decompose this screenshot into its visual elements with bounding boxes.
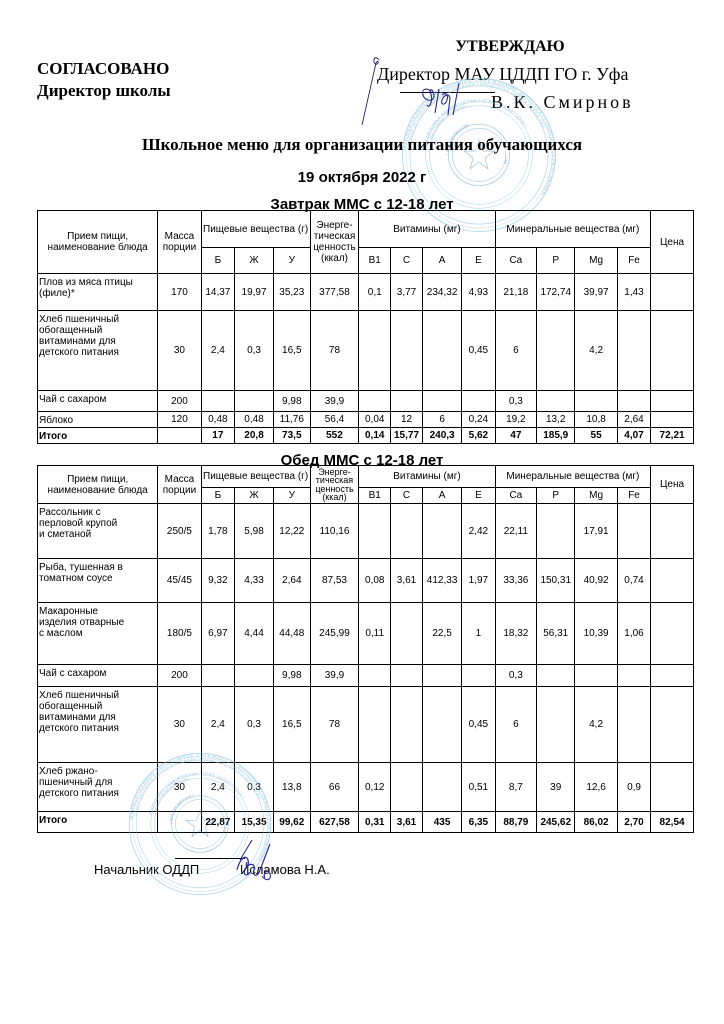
svg-text:Г. УФА: Г. УФА [222,824,227,833]
svg-text:Г. УФА: Г. УФА [503,155,508,165]
svg-text:* ДЛЯ ДОКУМЕНТОВ *: * ДЛЯ ДОКУМЕНТОВ * [169,793,195,824]
